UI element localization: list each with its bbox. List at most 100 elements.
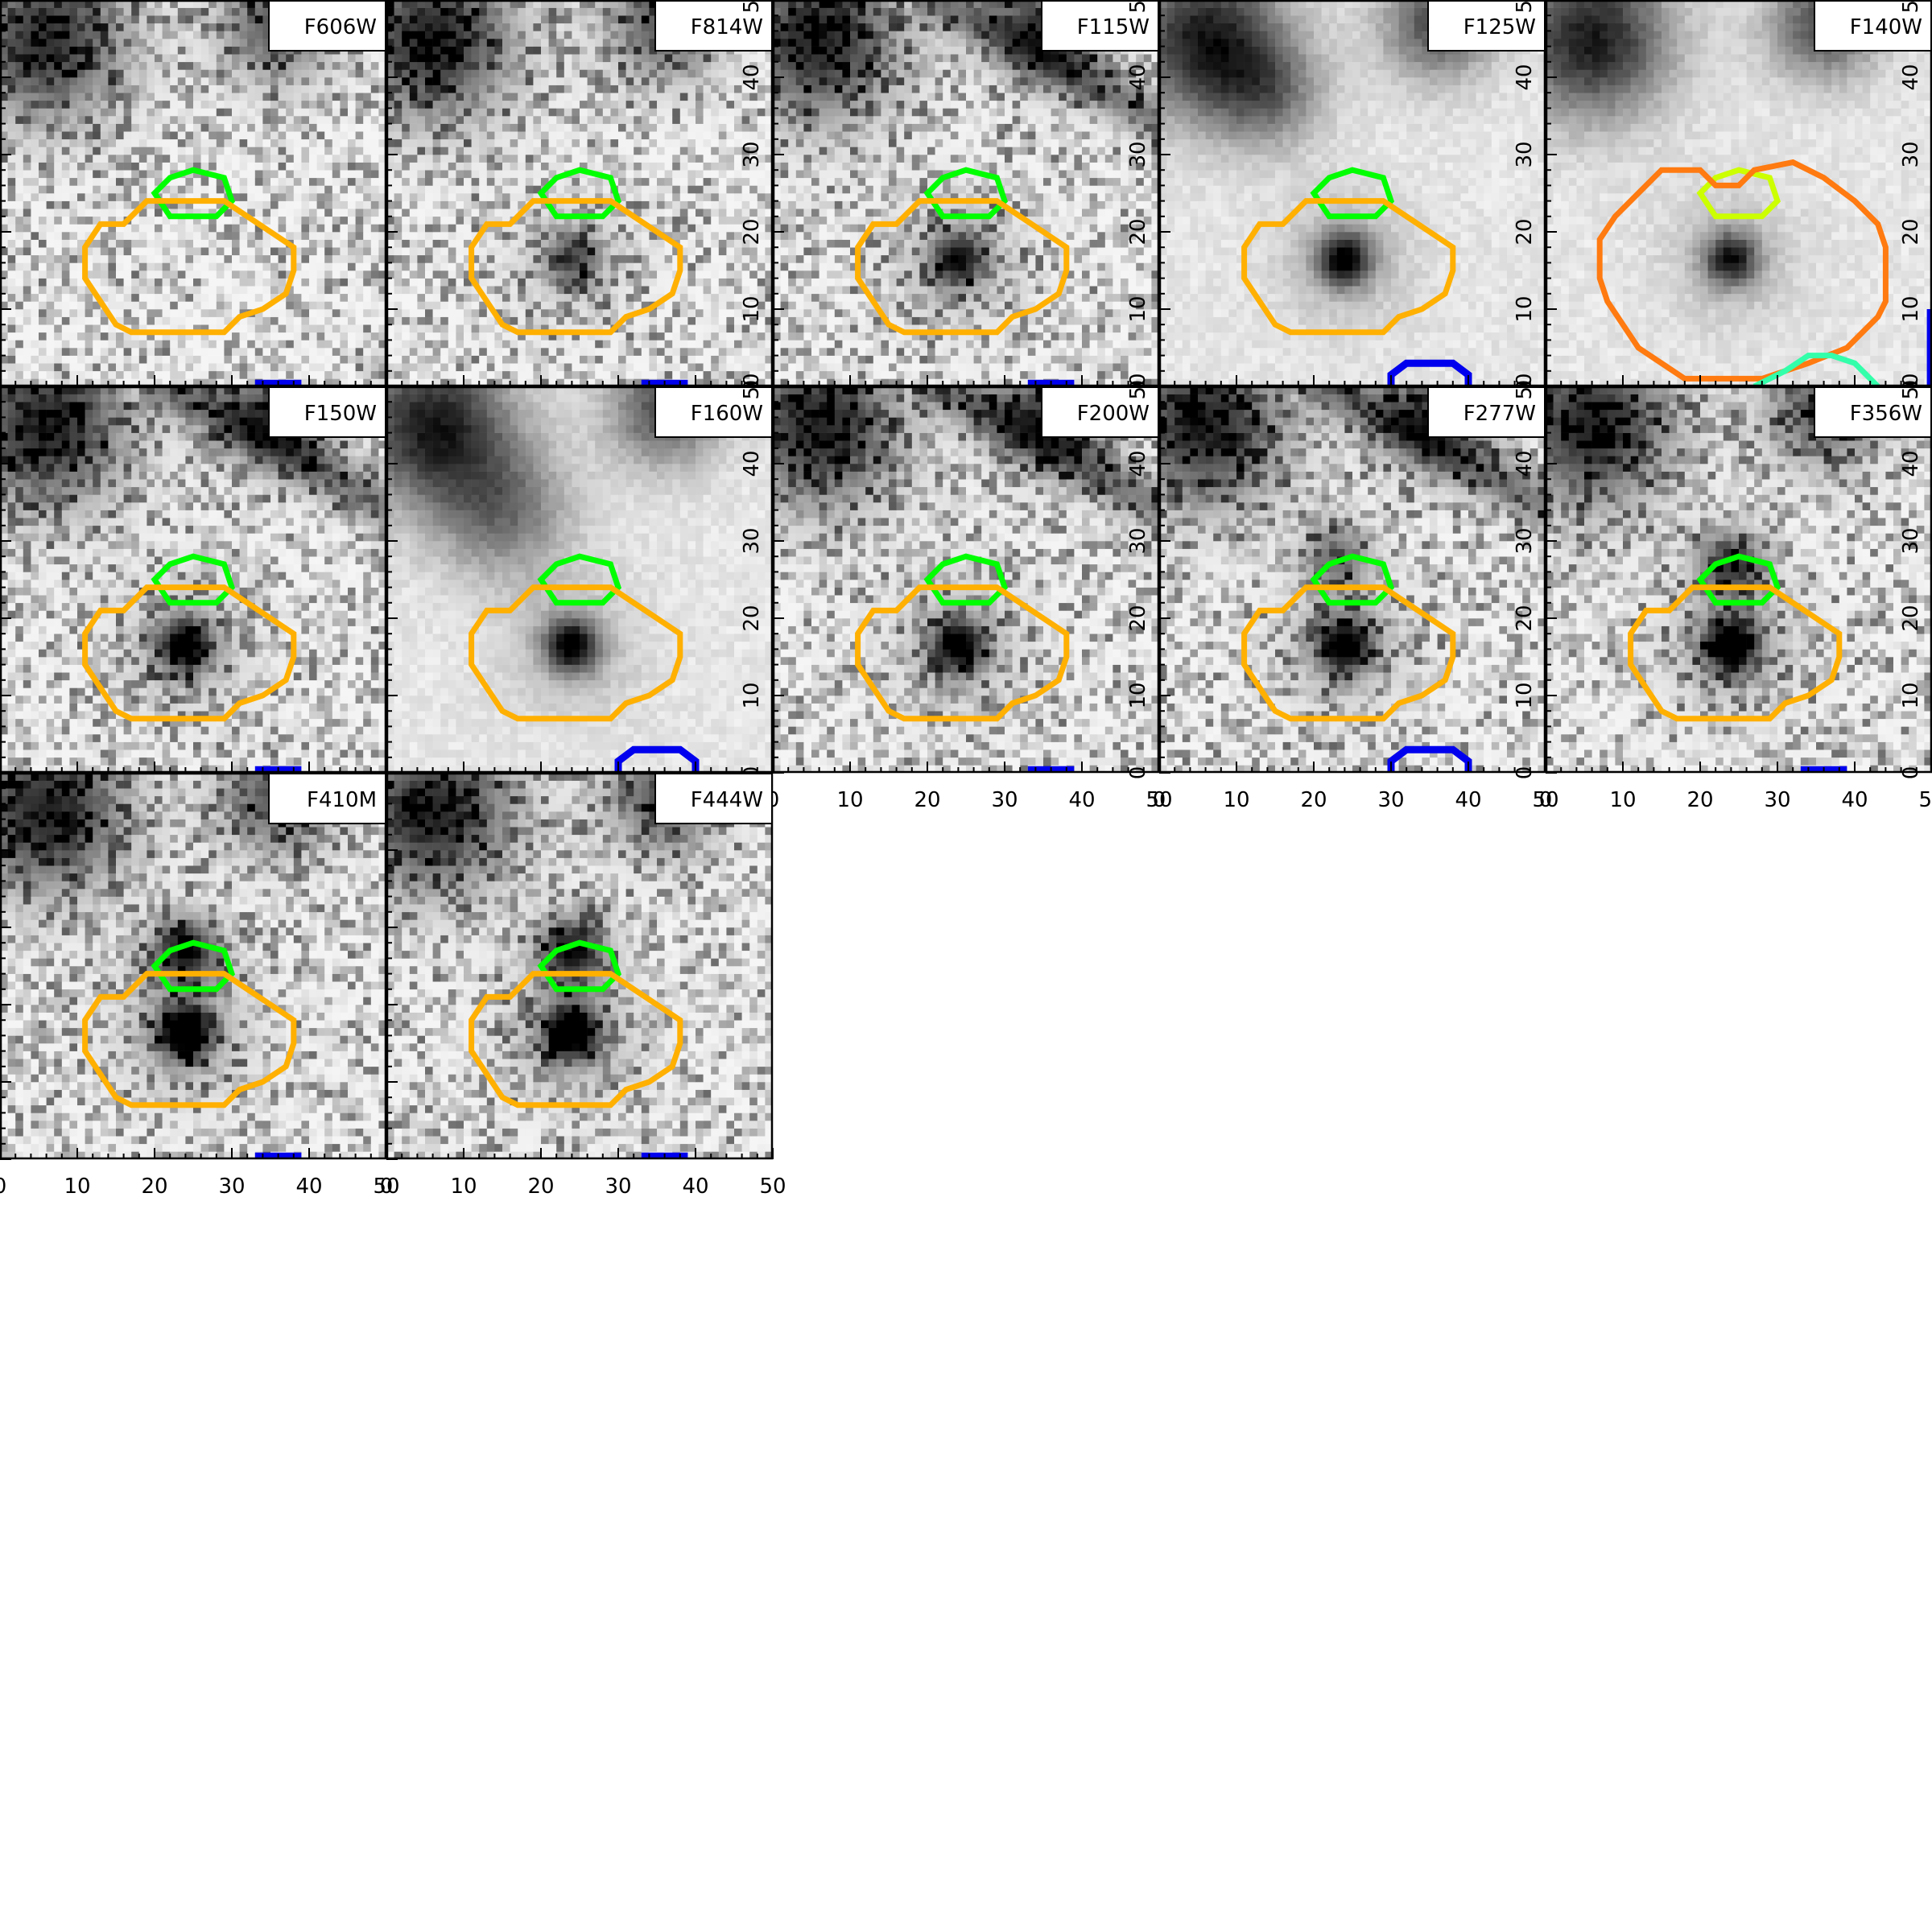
contour-blob-large — [1628, 584, 1843, 722]
contour-blob-small — [537, 939, 622, 993]
axes-frame — [386, 386, 774, 774]
filter-label-box: F410M — [268, 773, 386, 824]
axes-frame — [1158, 0, 1546, 387]
panel-f150w: F150W — [0, 386, 387, 774]
y-tick-label: 20 — [1513, 218, 1537, 245]
panel-f606w: F606W — [0, 0, 387, 387]
filter-label: F140W — [1850, 15, 1922, 39]
filter-label-box: F115W — [1041, 0, 1159, 52]
cutout-image-f444w: F444W 0 10 20 30 40 50 — [380, 772, 786, 1199]
filter-label-box: F160W — [654, 386, 773, 438]
cutout-image-f160w: F160W01020304050 — [386, 373, 774, 779]
y-tick-label: 30 — [1126, 141, 1150, 167]
x-tick-label: 50 — [759, 1174, 786, 1199]
x-tick-label: 50 — [373, 1174, 399, 1199]
y-tick-label: 40 — [1126, 64, 1150, 90]
y-tick-label: 10 — [1899, 682, 1923, 708]
y-tick-label: 40 — [1899, 450, 1923, 477]
x-tick-label: 30 — [1764, 788, 1790, 812]
pixel-image — [386, 386, 773, 773]
y-tick-label: 50 — [740, 373, 764, 399]
y-tick-label: 30 — [1513, 527, 1537, 554]
x-tick-label: 10 — [1609, 788, 1636, 812]
cutout-image-f410m: F410M 0 10 20 30 40 50 — [0, 772, 400, 1199]
y-tick-label: 20 — [1126, 218, 1150, 245]
panel-f814w: F814W01020304050 — [386, 0, 774, 393]
contour-blob-large — [469, 584, 683, 722]
filter-label-box: F277W — [1427, 386, 1546, 438]
y-tick-label: 50 — [1899, 0, 1923, 14]
panel-f115w: F115W01020304050 — [772, 0, 1160, 393]
pixel-image — [773, 0, 1159, 386]
filter-label-box: F444W — [654, 773, 773, 824]
x-tick-label: 20 — [527, 1174, 554, 1199]
x-tick-label: 40 — [1455, 788, 1481, 812]
filter-label-box: F606W — [268, 0, 386, 52]
x-tick-label: 20 — [1300, 788, 1327, 812]
x-tick-label: 10 — [1223, 788, 1249, 812]
x-tick-label: 20 — [1686, 788, 1713, 812]
y-tick-label: 40 — [1126, 450, 1150, 477]
x-tick-label: 50 — [1146, 788, 1172, 812]
contour-blob-large — [469, 198, 683, 336]
contour-blob-large — [855, 198, 1070, 336]
x-tick-label: 50 — [1532, 788, 1558, 812]
contour-blob-small — [1310, 553, 1395, 606]
contour-mound — [1752, 353, 1880, 386]
filter-label: F814W — [691, 15, 763, 39]
contour-heart — [1596, 159, 1889, 382]
panel-f356w: F356W 0 10 20 30 40 50 0 10 20 30 40 50 — [1539, 373, 1932, 812]
filter-label-box: F200W — [1041, 386, 1159, 438]
filter-label: F160W — [691, 402, 763, 426]
x-tick-label: 40 — [1068, 788, 1095, 812]
axes-frame — [1545, 0, 1932, 387]
contour-blob-small — [923, 167, 1009, 220]
filter-label: F125W — [1463, 15, 1536, 39]
y-tick-label: 40 — [740, 64, 764, 90]
y-tick-label: 20 — [1513, 605, 1537, 631]
y-tick-label: 20 — [740, 218, 764, 245]
y-tick-label: 30 — [1899, 527, 1923, 554]
x-tick-label: 40 — [682, 1174, 708, 1199]
axes-frame — [0, 0, 387, 387]
pixel-image — [386, 0, 773, 386]
axes-frame — [1158, 386, 1546, 774]
y-tick-label: 30 — [1126, 527, 1150, 554]
contour-blob-small — [537, 167, 622, 220]
y-tick-label: 20 — [740, 605, 764, 631]
filter-label: F356W — [1850, 402, 1922, 426]
x-tick-label: 40 — [295, 1174, 322, 1199]
y-tick-label: 30 — [740, 527, 764, 554]
x-tick-label: 30 — [1377, 788, 1404, 812]
filter-label: F410M — [307, 788, 377, 812]
filter-label: F444W — [691, 788, 763, 812]
axes-frame — [0, 386, 387, 774]
contour-blob-small — [1696, 553, 1781, 606]
cutout-image-f200w: F200W0102030405001020304050 — [766, 373, 1173, 812]
y-tick-label: 50 — [1513, 0, 1537, 14]
y-tick-label: 50 — [1126, 373, 1150, 399]
x-tick-label: 20 — [914, 788, 940, 812]
contour-blob-large — [855, 584, 1070, 722]
y-tick-label: 40 — [740, 450, 764, 477]
contour-blob-small — [537, 553, 622, 606]
contour-blob-small — [923, 553, 1009, 606]
panel-f277w: F277W 0 10 20 30 40 50 0 10 20 30 40 50 — [1153, 373, 1559, 812]
x-tick-label: 30 — [605, 1174, 631, 1199]
contour-blob-large — [469, 971, 683, 1108]
y-tick-label: 50 — [1513, 373, 1537, 399]
axes-frame — [0, 772, 387, 1160]
contour-blob-small — [151, 553, 236, 606]
cutout-image-f150w: F150W — [0, 386, 387, 774]
y-tick-label: 40 — [1513, 450, 1537, 477]
panel-f200w: F200W0102030405001020304050 — [766, 373, 1173, 812]
y-tick-label: 10 — [740, 682, 764, 708]
panel-f160w: F160W01020304050 — [386, 373, 774, 779]
x-tick-label: 10 — [836, 788, 863, 812]
panel-f125w: F125W01020304050 — [1158, 0, 1546, 393]
cutout-image-f140w: F140W01020304050 — [1545, 0, 1932, 393]
y-tick-label: 20 — [1126, 605, 1150, 631]
y-tick-label: 30 — [1513, 141, 1537, 167]
